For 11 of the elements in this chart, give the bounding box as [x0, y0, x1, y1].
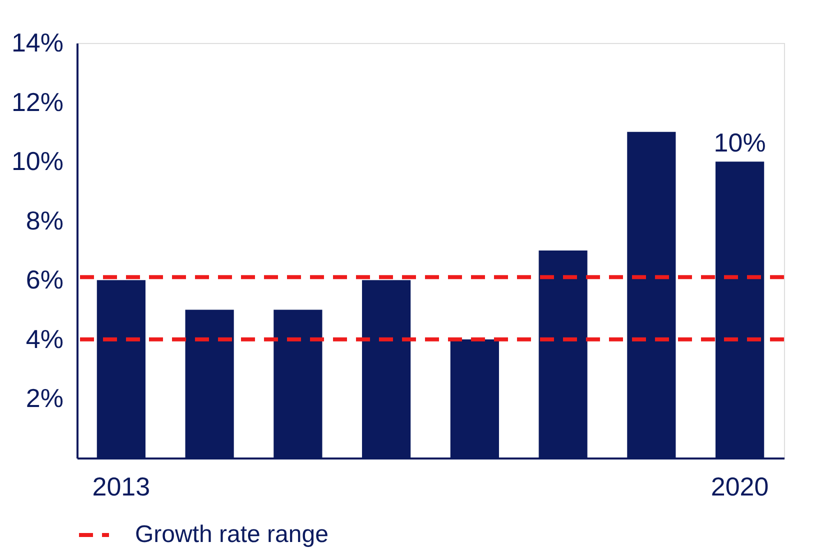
x-tick-label: 2020: [710, 472, 769, 502]
y-tick-label: 6%: [26, 264, 64, 295]
y-tick-label: 2%: [26, 383, 64, 414]
legend-label: Growth rate range: [135, 521, 328, 548]
x-tick-label: 2013: [92, 472, 150, 502]
y-tick-label: 10%: [11, 146, 64, 176]
y-tick-label: 12%: [11, 86, 64, 117]
y-tick-label: 4%: [26, 324, 64, 354]
y-tick-label: 14%: [11, 28, 64, 58]
data-label: 10%: [714, 128, 766, 158]
y-tick-label: 8%: [26, 205, 64, 236]
